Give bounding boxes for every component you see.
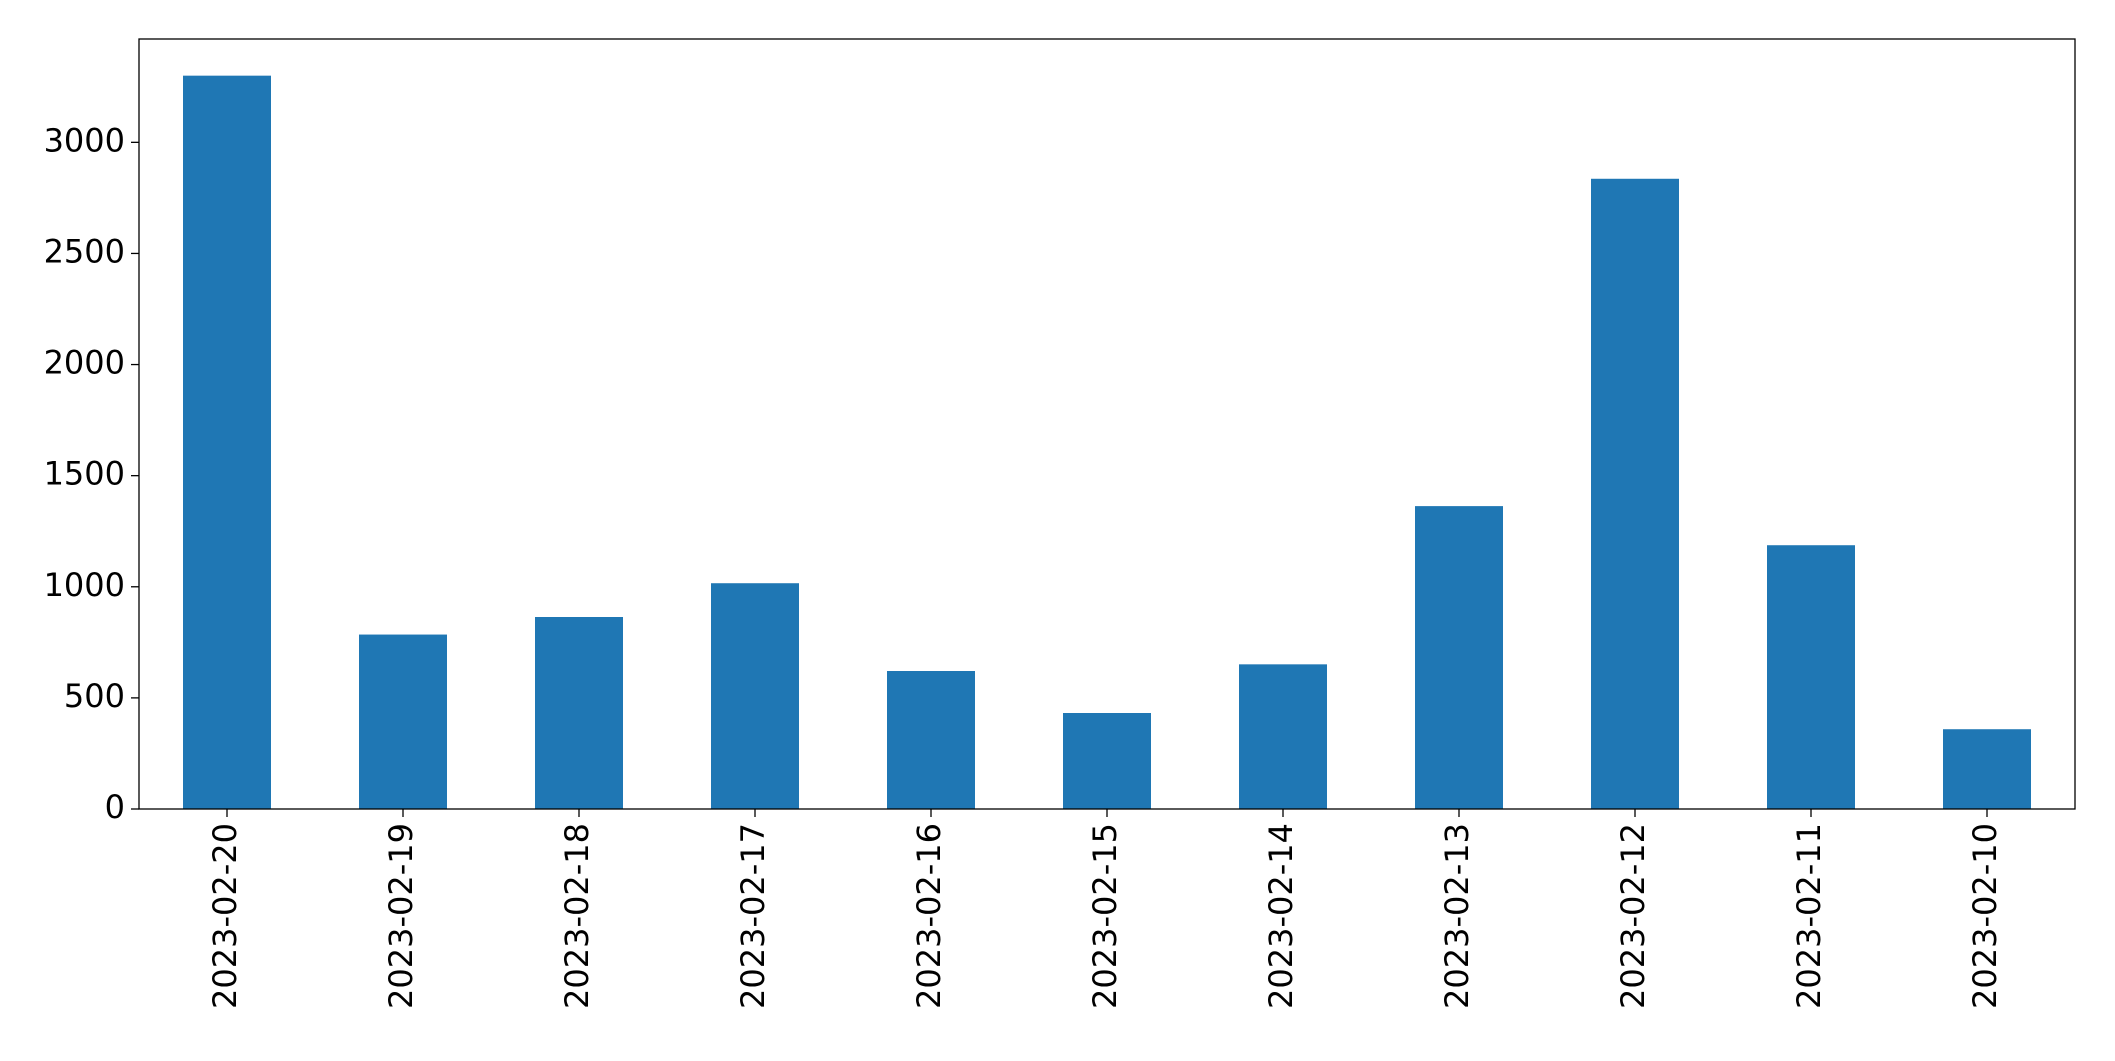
x-tick-label: 2023-02-16 xyxy=(910,823,948,1009)
x-tick-label: 2023-02-14 xyxy=(1262,823,1300,1009)
bar xyxy=(1591,178,1679,809)
x-tick-label: 2023-02-11 xyxy=(1790,823,1828,1009)
bar xyxy=(183,75,271,809)
y-tick-label: 2500 xyxy=(44,232,125,270)
x-tick-label: 2023-02-20 xyxy=(206,823,244,1009)
bar xyxy=(887,671,975,809)
y-tick-label: 1000 xyxy=(44,566,125,604)
y-tick-label: 3000 xyxy=(44,121,125,159)
bar xyxy=(1063,713,1151,809)
plot-frame xyxy=(138,38,2076,810)
y-tick-label: 2000 xyxy=(44,344,125,382)
bar xyxy=(711,583,799,809)
x-tick-label: 2023-02-12 xyxy=(1614,823,1652,1009)
bar xyxy=(1943,729,2031,809)
y-tick-label: 1500 xyxy=(44,455,125,493)
y-tick-label: 0 xyxy=(105,788,125,826)
x-tick-label: 2023-02-18 xyxy=(558,823,596,1009)
x-tick-label: 2023-02-17 xyxy=(734,823,772,1009)
bar xyxy=(535,617,623,809)
x-tick-label: 2023-02-19 xyxy=(382,823,420,1009)
y-tick-label: 500 xyxy=(64,677,125,715)
x-tick-label: 2023-02-10 xyxy=(1966,823,2004,1009)
bar xyxy=(1415,506,1503,809)
x-tick-label: 2023-02-13 xyxy=(1438,823,1476,1009)
bar xyxy=(1767,545,1855,809)
x-tick-label: 2023-02-15 xyxy=(1086,823,1124,1009)
bar xyxy=(1239,664,1327,809)
bar xyxy=(359,634,447,809)
